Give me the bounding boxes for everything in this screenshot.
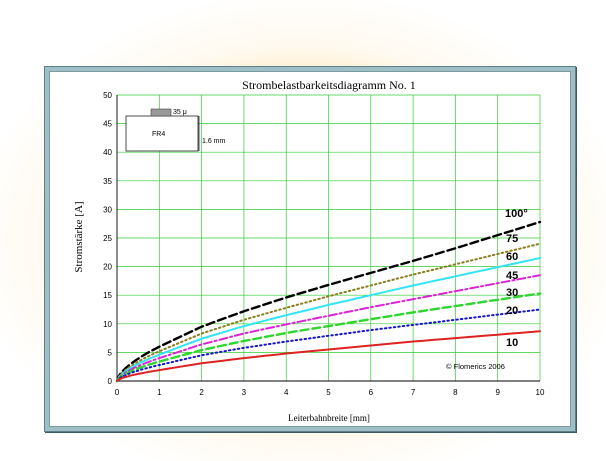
series-line-30 <box>115 292 542 383</box>
series-labels: 100° 75 60 45 30 20 10 <box>505 208 528 349</box>
series-line-45 <box>116 274 541 382</box>
series-line-20 <box>116 308 541 382</box>
series-line-10 <box>116 330 541 382</box>
series-label: 10 <box>506 337 518 349</box>
x-axis-label: Leiterbahnbreite [mm] <box>288 413 370 423</box>
x-tick-label: 2 <box>199 388 204 397</box>
y-tick-label: 10 <box>103 320 112 329</box>
y-tick-label: 15 <box>103 291 112 300</box>
y-tick-label: 35 <box>103 177 112 186</box>
x-tick-label: 5 <box>326 388 331 397</box>
series-label: 20 <box>506 305 518 317</box>
x-tick-label: 10 <box>536 388 545 397</box>
y-tick-label: 40 <box>103 148 112 157</box>
x-tick-label: 6 <box>369 388 374 397</box>
y-tick-label: 0 <box>108 377 113 386</box>
pcb-cross-section-inset: FR4 35 μ 1.6 mm <box>125 108 226 152</box>
chart-title: Strombelastbarkeitsdiagramm No. 1 <box>242 78 416 92</box>
y-tick-label: 25 <box>103 234 112 243</box>
series-label: 30 <box>506 287 518 299</box>
copper-trace <box>150 108 172 117</box>
x-tick-label: 3 <box>242 388 247 397</box>
x-tick-label: 4 <box>284 388 289 397</box>
x-tick-label: 8 <box>453 388 458 397</box>
x-tick-label: 0 <box>115 388 120 397</box>
y-tick-label: 5 <box>108 348 113 357</box>
inset-material-label: FR4 <box>152 131 165 138</box>
y-tick-label: 20 <box>103 263 112 272</box>
series-line-60 <box>116 257 541 382</box>
inset-thickness-label: 1.6 mm <box>202 138 226 145</box>
y-tick-label: 45 <box>103 120 112 129</box>
x-tick-label: 1 <box>157 388 162 397</box>
x-tick-label: 9 <box>495 388 500 397</box>
axes <box>116 95 540 382</box>
series-line-100 <box>115 220 542 383</box>
inset-copper-label: 35 μ <box>173 109 187 116</box>
series-label: 100° <box>505 208 528 220</box>
series-label: 45 <box>506 270 518 282</box>
y-axis-label: Stromstärke [A] <box>73 201 85 272</box>
series-lines <box>115 220 542 383</box>
y-tick-label: 50 <box>103 91 112 100</box>
y-tick-label: 30 <box>103 205 112 214</box>
series-label: 75 <box>506 233 518 245</box>
x-tick-label: 7 <box>411 388 416 397</box>
series-line-75 <box>116 242 541 382</box>
copyright-note: © Flomerics 2006 <box>446 362 505 371</box>
series-label: 60 <box>506 251 518 263</box>
